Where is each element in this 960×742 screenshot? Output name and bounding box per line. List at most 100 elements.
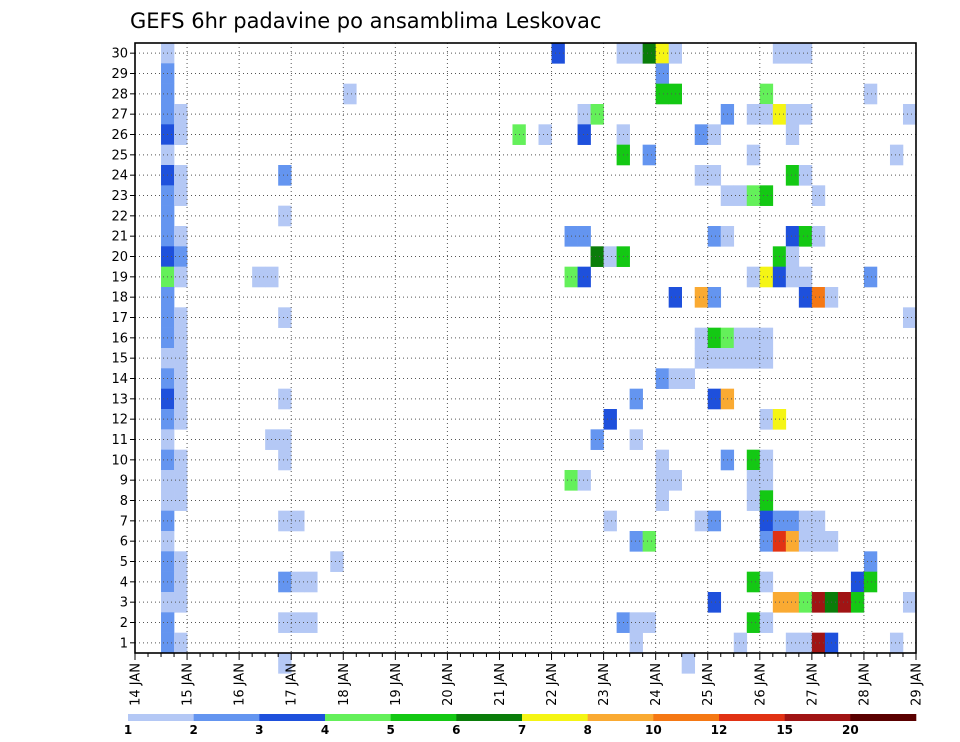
y-tick-label: 22 xyxy=(111,209,128,224)
heatmap-cell xyxy=(642,531,656,552)
heatmap-cell xyxy=(785,531,800,552)
heatmap-cell xyxy=(811,287,826,308)
heatmap-cell xyxy=(811,632,826,654)
heatmap-cell xyxy=(798,165,813,186)
y-tick-label: 10 xyxy=(111,453,128,468)
heatmap-cell xyxy=(174,368,188,389)
heatmap-cell xyxy=(278,205,292,227)
heatmap-cell xyxy=(707,226,722,247)
heatmap-cell xyxy=(811,592,826,613)
y-tick-label: 14 xyxy=(111,372,128,387)
heatmap-cell xyxy=(304,571,318,593)
heatmap-cell xyxy=(330,551,344,572)
heatmap-cell xyxy=(174,266,188,288)
heatmap-cell xyxy=(889,632,904,654)
heatmap-cell xyxy=(629,429,643,450)
heatmap-cell xyxy=(655,490,669,511)
heatmap-cell xyxy=(174,592,188,613)
heatmap-cell xyxy=(746,104,761,125)
heatmap-cell xyxy=(785,165,800,186)
heatmap-cell xyxy=(590,246,604,267)
x-tick-label: 25 JAN xyxy=(701,663,716,706)
y-tick-label: 7 xyxy=(120,514,128,529)
y-tick-label: 6 xyxy=(120,535,128,550)
x-tick-label: 20 JAN xyxy=(441,663,456,706)
legend-label: 1 xyxy=(124,723,132,737)
legend-swatch xyxy=(325,714,391,721)
heatmap-cell xyxy=(304,612,318,633)
heatmap-cell xyxy=(707,348,722,369)
heatmap-cells xyxy=(161,43,917,674)
heatmap-cell xyxy=(746,185,761,206)
y-tick-label: 1 xyxy=(120,636,128,651)
heatmap-cell xyxy=(577,124,591,145)
heatmap-cell xyxy=(655,449,669,471)
legend-label: 2 xyxy=(189,723,197,737)
y-tick-label: 21 xyxy=(111,230,128,245)
y-tick-label: 18 xyxy=(111,291,128,306)
legend-label: 5 xyxy=(386,723,394,737)
heatmap-cell xyxy=(174,104,188,125)
heatmap-cell xyxy=(291,510,305,532)
heatmap-cell xyxy=(811,226,826,247)
heatmap-cell xyxy=(551,43,565,64)
heatmap-cell xyxy=(759,266,774,288)
heatmap-cell xyxy=(798,287,813,308)
y-tick-label: 29 xyxy=(111,67,128,82)
heatmap-cell xyxy=(759,348,774,369)
heatmap-cell xyxy=(707,124,722,145)
heatmap-cell xyxy=(577,470,591,491)
heatmap-cell xyxy=(759,409,774,430)
heatmap-cell xyxy=(629,612,643,633)
y-tick-label: 11 xyxy=(111,433,128,448)
heatmap-cell xyxy=(785,592,800,613)
heatmap-cell xyxy=(759,510,774,532)
heatmap-cell xyxy=(278,653,292,674)
heatmap-cell xyxy=(174,632,188,654)
legend-label: 8 xyxy=(583,723,591,737)
heatmap-cell xyxy=(707,592,722,613)
heatmap-cell xyxy=(278,165,292,186)
heatmap-cell xyxy=(655,368,669,389)
heatmap-cell xyxy=(837,592,852,613)
heatmap-cell xyxy=(746,348,761,369)
heatmap-cell xyxy=(863,266,878,288)
heatmap-cell xyxy=(174,348,188,369)
y-tick-label: 5 xyxy=(120,555,128,570)
heatmap-cell xyxy=(590,104,604,125)
x-tick-label: 28 JAN xyxy=(857,663,872,706)
heatmap-cell xyxy=(655,63,669,84)
x-tick-label: 16 JAN xyxy=(233,663,248,706)
heatmap-cell xyxy=(174,226,188,247)
heatmap-cell xyxy=(174,185,188,206)
heatmap-cell xyxy=(798,266,813,288)
heatmap-cell xyxy=(694,287,709,308)
heatmap-cell xyxy=(785,510,800,532)
legend-swatch xyxy=(784,714,851,721)
heatmap-cell xyxy=(811,185,826,206)
heatmap-cell xyxy=(629,531,643,552)
heatmap-cell xyxy=(902,104,917,125)
heatmap-cell xyxy=(655,83,669,105)
heatmap-cell xyxy=(590,429,604,450)
heatmap-cell xyxy=(785,226,800,247)
y-tick-label: 30 xyxy=(111,47,128,62)
legend-swatch xyxy=(128,714,194,721)
heatmap-cell xyxy=(798,226,813,247)
heatmap-cell xyxy=(577,104,591,125)
heatmap-cell xyxy=(785,246,800,267)
heatmap-cell xyxy=(174,551,188,572)
heatmap-cell xyxy=(759,470,774,491)
heatmap-cell xyxy=(746,327,761,349)
legend-label: 15 xyxy=(776,723,793,737)
heatmap-cell xyxy=(603,246,617,267)
x-tick-label: 23 JAN xyxy=(597,663,612,706)
heatmap-cell xyxy=(694,327,709,349)
heatmap-cell xyxy=(863,83,878,105)
heatmap-cell xyxy=(707,287,722,308)
heatmap-cell xyxy=(174,124,188,145)
y-tick-label: 8 xyxy=(120,494,128,509)
heatmap-cell xyxy=(174,449,188,471)
legend-label: 7 xyxy=(518,723,526,737)
heatmap-cell xyxy=(707,165,722,186)
